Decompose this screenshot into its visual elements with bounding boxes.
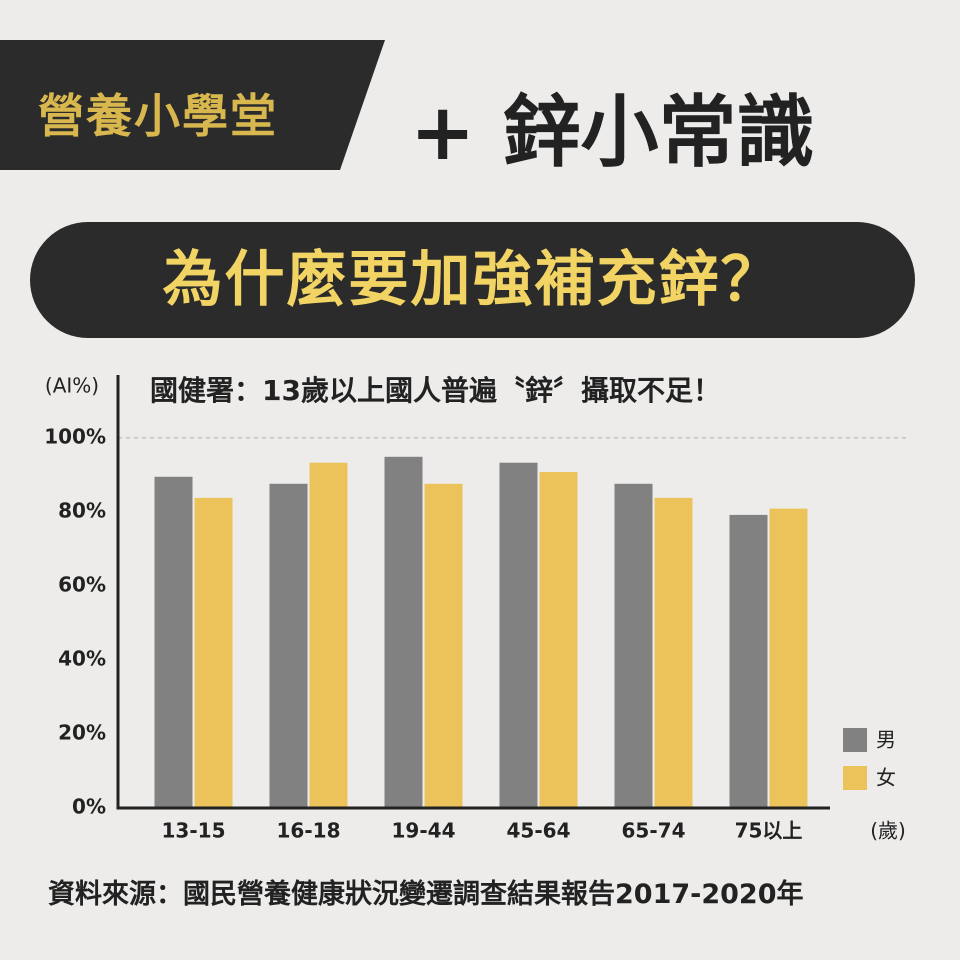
chart-title: 國健署：13歲以上國人普遍〝鋅〞攝取不足！	[150, 374, 721, 407]
header-title: + 鋅小常識	[410, 88, 815, 178]
x-tick-label: 19-44	[392, 819, 456, 843]
bar	[769, 508, 808, 808]
x-tick-label: 16-18	[277, 819, 341, 843]
y-tick-label: 60%	[58, 572, 106, 596]
y-tick-label: 40%	[58, 646, 106, 670]
bar	[499, 462, 538, 808]
bar	[269, 483, 308, 808]
bar	[309, 462, 348, 808]
bar	[154, 476, 193, 808]
badge-text: 營養小學堂	[38, 89, 278, 143]
y-axis-label: (AI%)	[45, 374, 99, 398]
x-tick-label: 13-15	[162, 819, 226, 843]
chart: (AI%) 國健署：13歲以上國人普遍〝鋅〞攝取不足！ (歲) 0% 20% 40%…	[44, 374, 910, 843]
bar	[614, 483, 653, 808]
x-tick-label: 75以上	[735, 819, 803, 843]
y-tick-label: 0%	[72, 795, 106, 819]
badge: 營養小學堂	[0, 40, 385, 170]
question-banner: 為什麼要加強補充鋅？	[30, 222, 915, 338]
source: 資料來源：國民營養健康狀況變遷調查結果報告2017-2020年	[48, 879, 804, 910]
legend-label: 女	[876, 766, 896, 790]
bar	[384, 456, 423, 808]
question: 為什麼要加強補充鋅？	[162, 245, 783, 315]
x-tick-label: 65-74	[622, 819, 686, 843]
x-axis-label: (歲)	[870, 819, 906, 843]
legend-swatch	[843, 728, 867, 752]
bar	[729, 514, 768, 808]
y-tick-label: 80%	[58, 498, 106, 522]
x-tick-label: 45-64	[507, 819, 571, 843]
bar	[654, 497, 693, 808]
legend-swatch	[843, 766, 867, 790]
legend-label: 男	[876, 728, 896, 752]
y-tick-label: 20%	[58, 720, 106, 744]
bar	[424, 483, 463, 808]
bar	[539, 471, 578, 808]
y-tick-label: 100%	[44, 424, 106, 448]
bar	[194, 497, 233, 808]
